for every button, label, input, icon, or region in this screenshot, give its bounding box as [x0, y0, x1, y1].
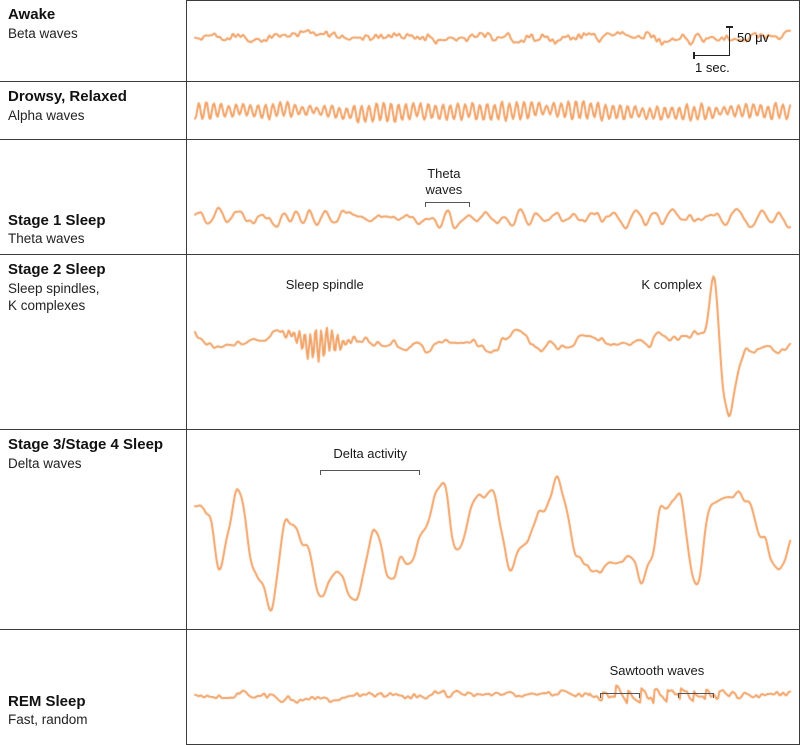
stage-name: REM Sleep — [8, 692, 86, 710]
stage-label-cell: Stage 2 Sleep Sleep spindles, K complexe… — [0, 255, 186, 429]
scale-amplitude-label: 50 μv — [737, 30, 770, 45]
stage-wave-type: Alpha waves — [8, 107, 85, 123]
stage-row: Stage 3/Stage 4 Sleep Delta waves Delta … — [0, 430, 800, 630]
eeg-panel: Sawtooth waves — [186, 630, 800, 745]
stage-row: REM Sleep Fast, random Sawtooth waves — [0, 630, 800, 745]
stage-wave-type: Beta waves — [8, 25, 78, 41]
stage-name: Stage 3/Stage 4 Sleep — [8, 436, 164, 453]
stage-wave-type: Sleep spindles, K complexes — [8, 280, 100, 314]
wave-annotation: Sleep spindle — [285, 277, 364, 292]
wave-annotation: Theta waves — [425, 166, 463, 198]
scale-marker: 50 μv 1 sec. — [693, 26, 769, 75]
stage-name: Stage 2 Sleep — [8, 261, 106, 278]
wave-annotation: Sawtooth waves — [609, 663, 705, 678]
annotation-bracket — [599, 693, 640, 698]
stage-label-cell: REM Sleep Fast, random — [0, 630, 186, 745]
eeg-panel — [186, 0, 800, 82]
stage-row: Awake Beta waves — [0, 0, 800, 82]
wave-annotation: K complex — [641, 277, 703, 292]
annotation-bracket — [319, 470, 420, 475]
stage-wave-type: Delta waves — [8, 455, 82, 471]
eeg-panel — [186, 82, 800, 140]
eeg-panel: Delta activity — [186, 430, 800, 630]
stage-name: Awake — [8, 6, 56, 23]
eeg-waveform-canvas — [186, 140, 800, 255]
eeg-panel: Sleep spindle K complex — [186, 255, 800, 430]
stage-label-cell: Drowsy, Relaxed Alpha waves — [0, 82, 186, 139]
scale-time-label: 1 sec. — [695, 60, 730, 75]
stage-row: Stage 2 Sleep Sleep spindles, K complexe… — [0, 255, 800, 430]
annotation-bracket — [677, 693, 715, 698]
eeg-panel: Theta waves — [186, 140, 800, 255]
stage-name: Stage 1 Sleep — [8, 211, 106, 229]
eeg-waveform-canvas — [186, 430, 800, 630]
eeg-waveform-canvas — [186, 255, 800, 430]
eeg-waveform-canvas — [186, 630, 800, 745]
stage-wave-type: Fast, random — [8, 712, 88, 728]
eeg-waveform-canvas — [186, 0, 800, 82]
scale-bars-icon — [693, 26, 733, 59]
stage-row: Drowsy, Relaxed Alpha waves — [0, 82, 800, 140]
stage-label-cell: Stage 1 Sleep Theta waves — [0, 140, 186, 254]
stage-label-cell: Awake Beta waves — [0, 0, 186, 81]
eeg-waveform-canvas — [186, 82, 800, 140]
stage-wave-type: Theta waves — [8, 231, 85, 247]
stage-label-cell: Stage 3/Stage 4 Sleep Delta waves — [0, 430, 186, 629]
stage-row: Stage 1 Sleep Theta waves Theta waves — [0, 140, 800, 255]
stage-name: Drowsy, Relaxed — [8, 88, 127, 105]
annotation-bracket — [424, 202, 470, 207]
wave-annotation: Delta activity — [333, 446, 408, 461]
